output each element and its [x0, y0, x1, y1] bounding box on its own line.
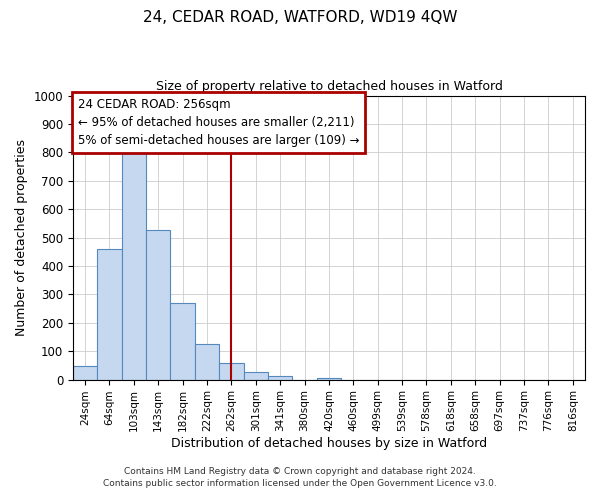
Bar [195, 344, 219, 380]
Text: Contains public sector information licensed under the Open Government Licence v3: Contains public sector information licen… [103, 478, 497, 488]
Bar [219, 364, 244, 380]
Text: 24, CEDAR ROAD, WATFORD, WD19 4QW: 24, CEDAR ROAD, WATFORD, WD19 4QW [143, 10, 457, 25]
Y-axis label: Number of detached properties: Number of detached properties [15, 139, 28, 336]
Bar [317, 378, 341, 380]
Bar [122, 150, 146, 380]
Bar [170, 303, 195, 380]
Bar [97, 249, 122, 380]
Bar [244, 372, 268, 380]
Bar [146, 230, 170, 380]
Text: 24 CEDAR ROAD: 256sqm
← 95% of detached houses are smaller (2,211)
5% of semi-de: 24 CEDAR ROAD: 256sqm ← 95% of detached … [78, 98, 359, 148]
Bar [73, 366, 97, 380]
Title: Size of property relative to detached houses in Watford: Size of property relative to detached ho… [155, 80, 502, 93]
Text: Contains HM Land Registry data © Crown copyright and database right 2024.: Contains HM Land Registry data © Crown c… [124, 467, 476, 476]
Bar [268, 376, 292, 380]
X-axis label: Distribution of detached houses by size in Watford: Distribution of detached houses by size … [171, 437, 487, 450]
